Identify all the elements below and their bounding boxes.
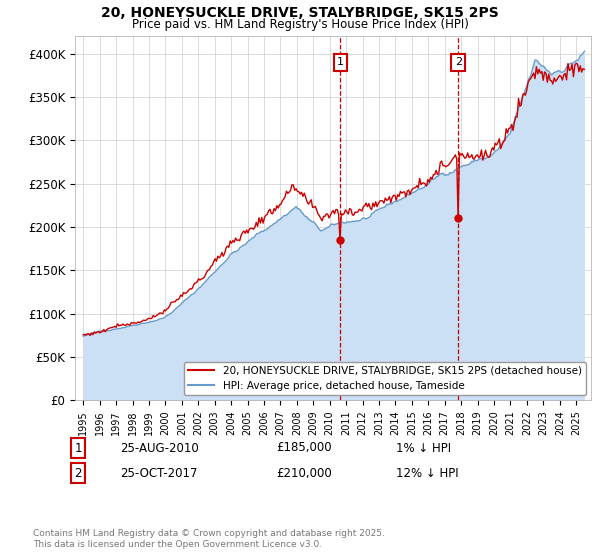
- Legend: 20, HONEYSUCKLE DRIVE, STALYBRIDGE, SK15 2PS (detached house), HPI: Average pric: 20, HONEYSUCKLE DRIVE, STALYBRIDGE, SK15…: [184, 362, 586, 395]
- Text: 25-OCT-2017: 25-OCT-2017: [120, 466, 197, 480]
- Text: 1: 1: [74, 441, 82, 455]
- Text: 2: 2: [74, 466, 82, 480]
- Text: Price paid vs. HM Land Registry's House Price Index (HPI): Price paid vs. HM Land Registry's House …: [131, 18, 469, 31]
- Text: 20, HONEYSUCKLE DRIVE, STALYBRIDGE, SK15 2PS: 20, HONEYSUCKLE DRIVE, STALYBRIDGE, SK15…: [101, 6, 499, 20]
- Text: 1% ↓ HPI: 1% ↓ HPI: [396, 441, 451, 455]
- Text: £185,000: £185,000: [276, 441, 332, 455]
- Text: 1: 1: [337, 58, 344, 67]
- Text: £210,000: £210,000: [276, 466, 332, 480]
- Text: 2: 2: [455, 58, 462, 67]
- Text: 25-AUG-2010: 25-AUG-2010: [120, 441, 199, 455]
- Text: Contains HM Land Registry data © Crown copyright and database right 2025.
This d: Contains HM Land Registry data © Crown c…: [33, 529, 385, 549]
- Text: 12% ↓ HPI: 12% ↓ HPI: [396, 466, 458, 480]
